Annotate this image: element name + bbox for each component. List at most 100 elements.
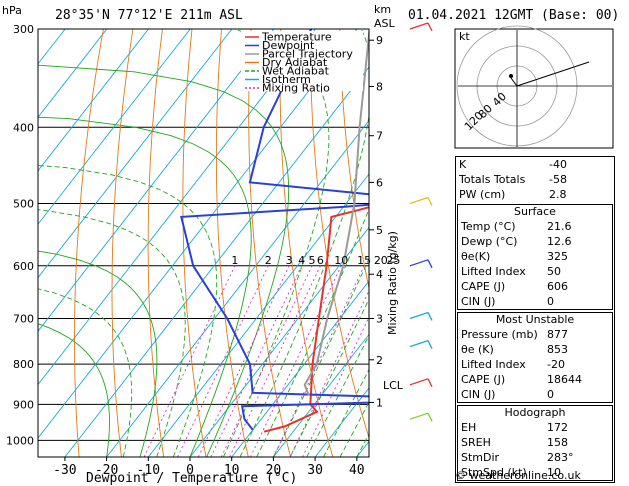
hodograph-table-title: Hodograph xyxy=(504,406,566,419)
wet-adiabat-line xyxy=(339,401,369,457)
mixing-ratio-line xyxy=(143,265,236,457)
surface-box: Surface Temp (°C) 21.6 Dewp (°C) 12.6 θe(K) 3… xyxy=(457,204,613,310)
dry-adiabat-line xyxy=(248,29,292,457)
series-lines xyxy=(180,29,369,433)
most-unstable-label: Pressure (mb) xyxy=(461,328,538,341)
mixing-ratio-tick: 1 xyxy=(231,254,238,267)
hodograph-stat-row: StmSpd (kt) 10 xyxy=(458,465,612,480)
isotherm-line xyxy=(64,66,369,457)
hodograph-stat-value: 158 xyxy=(547,436,568,449)
mixing-ratio-tick: 4 xyxy=(298,254,305,267)
wind-barb-flag xyxy=(427,259,433,269)
index-row: K -40 xyxy=(456,157,614,172)
surface-label: CAPE (J) xyxy=(461,280,506,293)
surface-row: CAPE (J) 606 xyxy=(458,279,612,294)
hodograph-trace xyxy=(510,61,590,87)
most-unstable-row: θe (K) 853 xyxy=(458,342,612,357)
most-unstable-box: Most Unstable Pressure (mb) 877 θe (K) 853 L… xyxy=(457,312,613,403)
km-tick-6: 6 xyxy=(376,176,383,189)
wind-barb-flag xyxy=(427,412,433,422)
isotherm-line xyxy=(38,29,108,118)
most-unstable-label: θe (K) xyxy=(461,343,494,356)
index-label: K xyxy=(459,158,467,171)
wet-adiabat-line xyxy=(38,288,133,457)
temp-tick--30: -30 xyxy=(53,463,76,478)
index-label: Totals Totals xyxy=(459,173,526,186)
mixing-ratio-line xyxy=(272,265,365,457)
surface-value: 12.6 xyxy=(547,235,572,248)
dry-adiabat-line xyxy=(279,29,334,457)
hodograph-storm-marker xyxy=(509,74,513,78)
asl-label: ASL xyxy=(374,17,396,30)
hodograph-stat-row: EH 172 xyxy=(458,420,612,435)
most-unstable-value: 877 xyxy=(547,328,568,341)
most-unstable-label: Lifted Index xyxy=(461,358,526,371)
isotherm-line xyxy=(231,280,369,457)
most-unstable-value: -20 xyxy=(547,358,565,371)
wind-barb-flag xyxy=(427,312,433,321)
temp-tick-30: 30 xyxy=(307,463,323,478)
dry-adiabat-line xyxy=(74,29,104,457)
location-title: 28°35'N 77°12'E 211m ASL xyxy=(55,8,243,23)
wet-adiabat-line xyxy=(272,257,369,457)
legend-item-mixing-ratio: Mixing Ratio xyxy=(262,82,330,95)
dry-adiabat-line xyxy=(111,29,134,457)
most-unstable-value: 0 xyxy=(547,388,554,401)
pressure-tick-700: 700 xyxy=(13,312,34,325)
isotherm-line xyxy=(38,29,66,65)
surface-value: 606 xyxy=(547,280,568,293)
most-unstable-value: 18644 xyxy=(547,373,582,386)
hodograph-stat-label: StmSpd (kt) xyxy=(461,466,527,479)
surface-row: θe(K) 325 xyxy=(458,249,612,264)
most-unstable-row: Lifted Index -20 xyxy=(458,357,612,372)
dry-adiabat-line xyxy=(215,29,249,457)
most-unstable-value: 853 xyxy=(547,343,568,356)
most-unstable-label: CAPE (J) xyxy=(461,373,506,386)
mixing-ratio-line xyxy=(289,289,369,457)
mixing-ratio-tick: 25 xyxy=(386,254,400,267)
isotherm-line xyxy=(273,333,369,457)
hodograph-stat-value: 283° xyxy=(547,451,574,464)
legend-item-wet-adiabat: Wet Adiabat xyxy=(262,65,330,78)
hodograph-kt-label: kt xyxy=(459,30,470,43)
pressure-tick-300: 300 xyxy=(13,23,34,36)
mixing-ratio-line xyxy=(229,265,321,457)
temp-tick-10: 10 xyxy=(224,463,240,478)
km-tick-2: 2 xyxy=(376,354,383,367)
hodograph-stat-row: SREH 158 xyxy=(458,435,612,450)
most-unstable-row: CIN (J) 0 xyxy=(458,387,612,402)
mixing-ratio-tick: 6 xyxy=(317,254,324,267)
temperature-line xyxy=(263,206,369,433)
isotherm-line xyxy=(147,173,369,457)
wind-barb-flag xyxy=(427,340,433,349)
background-lines xyxy=(38,29,369,457)
wind-barb-flag xyxy=(427,378,433,388)
copyright-symbol: © xyxy=(455,469,466,482)
surface-row: Temp (°C) 21.6 xyxy=(458,219,612,234)
surface-label: Dewp (°C) xyxy=(461,235,518,248)
hodograph-stat-label: SREH xyxy=(461,436,491,449)
surface-row: CIN (J) 0 xyxy=(458,294,612,309)
km-tick-9: 9 xyxy=(376,34,383,47)
surface-value: 0 xyxy=(547,295,554,308)
hodograph-stat-label: EH xyxy=(461,421,477,434)
km-tick-1: 1 xyxy=(376,396,383,409)
mixing-ratio-tick: 20 xyxy=(374,254,388,267)
mixing-ratio-tick: 10 xyxy=(334,254,348,267)
dewpoint-line xyxy=(180,29,369,431)
indices-panel: K -40 Totals Totals -58 PW (cm) 2.8 Surface T… xyxy=(455,156,615,483)
legend-item-parcel-trajectory: Parcel Trajectory xyxy=(262,48,353,61)
pressure-tick-1000: 1000 xyxy=(6,434,34,447)
isotherm-line xyxy=(38,29,274,332)
pressure-unit-label: hPa xyxy=(2,4,22,17)
temp-tick-0: 0 xyxy=(186,463,194,478)
mixing-ratio-line xyxy=(210,265,303,457)
km-tick-5: 5 xyxy=(376,224,383,237)
surface-row: Lifted Index 50 xyxy=(458,264,612,279)
site-link[interactable]: weatheronline.co.uk xyxy=(469,469,581,482)
km-tick-8: 8 xyxy=(376,81,383,94)
